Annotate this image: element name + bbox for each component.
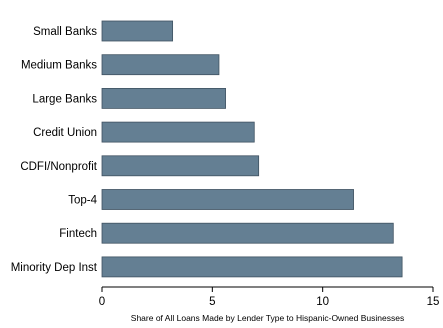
x-tick-label: 15: [427, 296, 440, 308]
bar: [101, 20, 174, 42]
category-label: Minority Dep Inst: [11, 262, 98, 274]
category-label: Large Banks: [32, 93, 97, 105]
bar: [101, 121, 255, 143]
x-axis-title: Share of All Loans Made by Lender Type t…: [131, 313, 404, 323]
category-labels: Small Banks Medium Banks Large Banks Credit…: [11, 26, 98, 274]
x-tick-label: 5: [209, 296, 215, 308]
bar: [101, 155, 260, 177]
bar: [101, 222, 394, 244]
x-tick-label: 0: [99, 296, 105, 308]
category-label: Fintech: [59, 228, 97, 240]
x-axis-ticks: 0 5 10 15: [99, 287, 440, 308]
category-label: Small Banks: [33, 26, 97, 38]
category-label: CDFI/Nonprofit: [20, 161, 97, 173]
category-label: Top-4: [68, 195, 97, 207]
bar: [101, 88, 226, 109]
bar: [101, 189, 354, 210]
category-label: Credit Union: [33, 127, 97, 139]
bar: [101, 54, 220, 76]
bar: [101, 256, 403, 278]
x-tick-label: 10: [316, 296, 329, 308]
category-label: Medium Banks: [21, 60, 97, 72]
bars-group: [101, 20, 403, 278]
